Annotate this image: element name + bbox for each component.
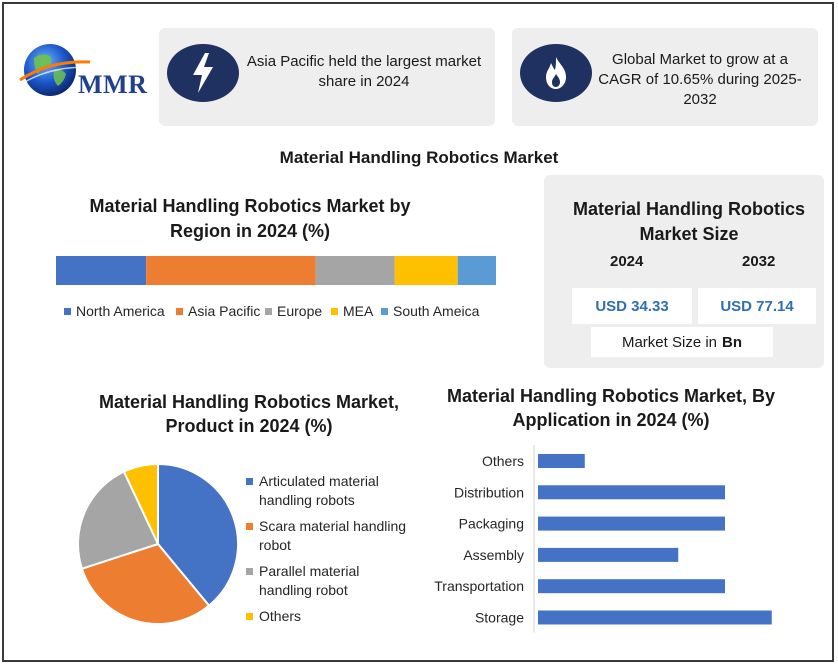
pie-legend-swatch bbox=[246, 568, 253, 575]
pie-legend-swatch bbox=[246, 613, 253, 620]
unit-value: Bn bbox=[722, 333, 743, 351]
application-bar-assembly bbox=[538, 547, 679, 562]
pie-legend-item-articulated-material-handling-robots: Articulated material handling robots bbox=[246, 472, 416, 510]
region-bar-segment-north-america bbox=[56, 256, 147, 285]
unit-prefix: Market Size in bbox=[621, 333, 718, 351]
pie-legend-label: Parallel material handling robot bbox=[259, 563, 360, 598]
market-size-unit: Market Size in Bn bbox=[591, 327, 773, 357]
mmr-logo bbox=[17, 44, 95, 96]
pie-slice-parallel-material-handling-robot bbox=[77, 470, 160, 570]
market-size-panel: Material Handling Robotics Market Size 2… bbox=[544, 175, 824, 368]
pie-legend-label: Others bbox=[259, 608, 302, 624]
application-category-label: Others bbox=[482, 453, 524, 469]
application-bar-others bbox=[538, 454, 585, 468]
product-pie-chart bbox=[77, 462, 239, 625]
pie-legend-item-scara-material-handling-robot: Scara material handling robot bbox=[246, 517, 416, 555]
pie-legend-item-others: Others bbox=[246, 607, 416, 626]
lightning-icon bbox=[193, 53, 213, 93]
flame-badge bbox=[520, 44, 592, 102]
pie-slice-scara-material-handling-robot bbox=[80, 542, 211, 625]
region-legend-label-mea: MEA bbox=[343, 303, 374, 319]
region-legend-swatch-north-america bbox=[64, 308, 71, 315]
year-2032-label: 2032 bbox=[742, 253, 776, 270]
region-bar-segment-europe bbox=[315, 256, 395, 285]
pie-legend-label: Scara material handling robot bbox=[259, 518, 407, 553]
region-chart: North America Asia Pacific Europe MEA South … bbox=[56, 256, 496, 319]
region-chart-title: Material Handling Robotics Market by Reg… bbox=[89, 196, 411, 241]
application-chart-title: Material Handling Robotics Market, By Ap… bbox=[446, 386, 776, 430]
region-legend-label-europe: Europe bbox=[277, 303, 322, 319]
application-bar-distribution bbox=[538, 485, 725, 500]
highlight-text-cagr: Global Market to grow at a CAGR of 10.65… bbox=[598, 51, 802, 108]
pie-legend-swatch bbox=[246, 523, 253, 530]
application-category-label: Assembly bbox=[463, 547, 524, 563]
highlight-card-cagr: Global Market to grow at a CAGR of 10.65… bbox=[512, 28, 818, 126]
market-value-2032: USD 77.14 bbox=[698, 288, 816, 324]
application-category-label: Storage bbox=[475, 610, 524, 626]
application-bar-chart: Others Distribution Packaging Assembly Trans… bbox=[434, 445, 772, 633]
product-chart-title: Material Handling Robotics Market, Produ… bbox=[98, 392, 400, 436]
market-size-title: Material Handling Robotics Market Size bbox=[572, 199, 806, 244]
region-legend-swatch-europe bbox=[265, 308, 272, 315]
application-category-label: Distribution bbox=[454, 484, 524, 500]
region-legend-swatch-mea bbox=[331, 308, 338, 315]
pie-legend-swatch bbox=[246, 478, 253, 485]
application-bar-transportation bbox=[538, 579, 725, 594]
flame-icon bbox=[546, 57, 566, 89]
region-legend-label-south-ameica: South Ameica bbox=[393, 303, 480, 319]
region-legend-swatch-asia-pacific bbox=[176, 308, 183, 315]
pie-slice-articulated-material-handling-robots bbox=[157, 462, 239, 608]
highlight-text-region: Asia Pacific held the largest market sha… bbox=[246, 53, 482, 90]
product-pie-legend: Articulated material handling robots Scar… bbox=[246, 472, 416, 633]
logo-text: MMR bbox=[78, 70, 148, 99]
market-value-2024: USD 34.33 bbox=[572, 288, 692, 324]
application-bar-packaging bbox=[538, 516, 725, 531]
region-legend-swatch-south-ameica bbox=[381, 308, 388, 315]
application-bar-storage bbox=[538, 610, 772, 625]
pie-slice-others bbox=[122, 462, 159, 545]
application-category-label: Packaging bbox=[459, 516, 524, 532]
year-2024-label: 2024 bbox=[610, 253, 644, 270]
region-bar-segment-south-ameica bbox=[457, 256, 496, 285]
pie-legend-item-parallel-material-handling-robot: Parallel material handling robot bbox=[246, 562, 416, 600]
application-category-label: Transportation bbox=[434, 578, 524, 594]
highlight-card-region: Asia Pacific held the largest market sha… bbox=[159, 28, 495, 126]
region-legend-label-north-america: North America bbox=[76, 303, 165, 319]
main-title: Material Handling Robotics Market bbox=[279, 148, 559, 167]
lightning-badge bbox=[167, 44, 239, 102]
region-bar-segment-asia-pacific bbox=[146, 256, 316, 285]
region-legend-label-asia-pacific: Asia Pacific bbox=[188, 303, 260, 319]
globe-icon bbox=[24, 44, 76, 96]
region-bar-segment-mea bbox=[394, 256, 458, 285]
pie-legend-label: Articulated material handling robots bbox=[259, 473, 379, 508]
